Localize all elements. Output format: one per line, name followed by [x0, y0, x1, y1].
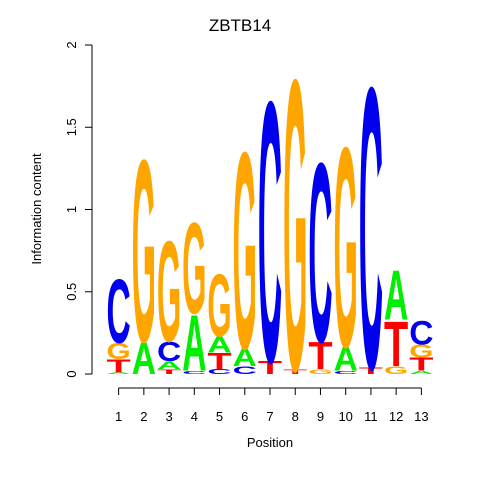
y-tick-label: 1 — [64, 206, 79, 213]
logo-letter-G: G — [132, 107, 156, 398]
y-tick-label: 0.5 — [64, 283, 79, 301]
logo-letter-G: G — [207, 257, 231, 356]
x-tick-label: 6 — [241, 409, 248, 424]
logo-letter-C: C — [107, 260, 131, 362]
logo-letter-G: G — [157, 213, 181, 373]
y-tick-label: 0 — [64, 370, 79, 377]
y-axis: 0 0.5 1 1.5 2 — [64, 41, 92, 377]
logo-letter-C: C — [308, 110, 332, 396]
logo-letter-C: C — [258, 26, 282, 442]
x-tick-label: 9 — [317, 409, 324, 424]
x-tick-label: 2 — [140, 409, 147, 424]
x-tick-label: 12 — [389, 409, 403, 424]
logo-letter-C: C — [409, 314, 433, 352]
x-tick-label: 13 — [414, 409, 428, 424]
x-tick-label: 3 — [165, 409, 172, 424]
logo-letter-C: C — [359, 5, 383, 453]
logo-letter-G: G — [283, 0, 307, 458]
y-tick-label: 1.5 — [64, 118, 79, 136]
logo-letter-G: G — [334, 89, 358, 408]
logo-letter-G: G — [233, 95, 257, 408]
y-axis-label: Information content — [29, 153, 44, 265]
x-tick-label: 10 — [338, 409, 352, 424]
logo-letter-A: A — [384, 256, 408, 335]
x-tick-label: 5 — [216, 409, 223, 424]
x-tick-label: 1 — [115, 409, 122, 424]
x-tick-label: 4 — [191, 409, 198, 424]
logo-letter-G: G — [182, 196, 206, 342]
y-tick-label: 2 — [64, 41, 79, 48]
